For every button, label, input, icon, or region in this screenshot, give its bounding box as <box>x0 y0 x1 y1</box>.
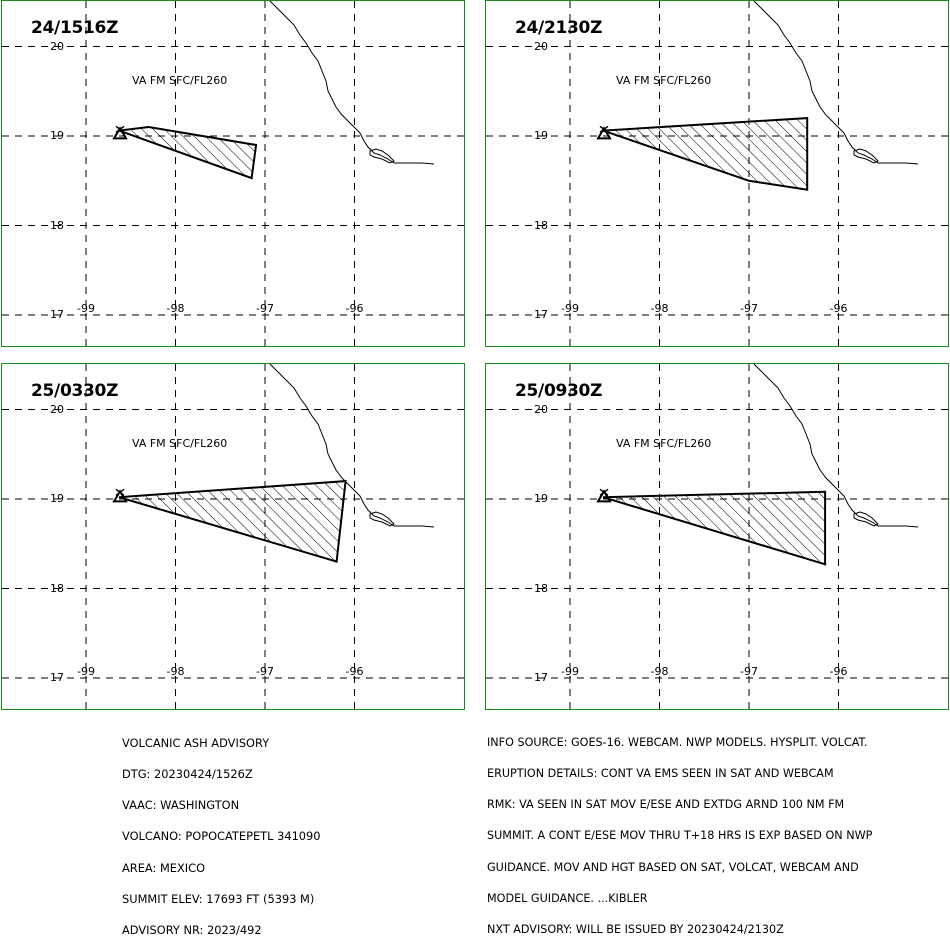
volcano-icon <box>112 125 128 140</box>
ash-layer-label: VA FM SFC/FL260 <box>132 74 228 87</box>
longitude-tick-label: -99 <box>561 302 579 315</box>
coastline <box>269 1 435 165</box>
longitude-tick-label: -98 <box>650 665 669 678</box>
forecast-time-label: 25/0330Z <box>31 381 119 401</box>
advisory-line: SUMMIT ELEV: 17693 FT (5393 M) <box>122 891 315 906</box>
advisory-line: NXT ADVISORY: WILL BE ISSUED BY 20230424… <box>487 923 784 937</box>
coastal-lagoon <box>369 148 395 164</box>
latitude-tick-label: 18 <box>50 581 64 595</box>
latitude-tick-label: 19 <box>50 129 64 142</box>
latitude-tick-label: 19 <box>534 492 548 505</box>
longitude-tick-label: -96 <box>345 302 364 315</box>
advisory-line: VOLCANIC ASH ADVISORY <box>122 735 270 750</box>
latitude-tick-label: 18 <box>534 581 548 595</box>
map-canvas <box>2 364 466 711</box>
advisory-line: ADVISORY NR: 2023/492 <box>122 923 262 938</box>
latitude-tick-label: 19 <box>50 492 64 505</box>
longitude-tick-label: -98 <box>166 302 185 315</box>
forecast-panel-t12: 25/0330Z VA FM SFC/FL260 20 19 18 17 -99 -98 -… <box>1 363 466 711</box>
latitude-tick-label: 19 <box>534 129 548 142</box>
forecast-panel-t0: 24/1516Z VA FM SFC/FL260 20 19 18 17 -99 -98 -… <box>1 0 466 348</box>
advisory-line: DTG: 20230424/1526Z <box>122 767 253 782</box>
forecast-panel-t6: 24/2130Z VA FM SFC/FL260 20 19 18 17 -99 -98 -… <box>485 0 950 348</box>
ash-cloud-polygon <box>602 117 809 191</box>
latitude-tick-label: 18 <box>50 218 64 232</box>
coastal-lagoon <box>853 148 879 164</box>
ash-cloud-polygon <box>118 480 347 563</box>
latitude-tick-label: 17 <box>534 671 548 684</box>
ash-cloud-polygon <box>118 125 258 180</box>
forecast-time-label: 24/1516Z <box>31 18 119 38</box>
advisory-line: SUMMIT. A CONT E/ESE MOV THRU T+18 HRS I… <box>487 829 873 843</box>
advisory-line: MODEL GUIDANCE. ...KIBLER <box>487 891 648 905</box>
coastal-lagoon <box>853 511 879 527</box>
latitude-tick-label: 18 <box>534 218 548 232</box>
map-canvas <box>486 364 950 711</box>
latitude-tick-label: 17 <box>50 308 64 321</box>
advisory-line: ERUPTION DETAILS: CONT VA EMS SEEN IN SA… <box>487 767 834 781</box>
ash-layer-label: VA FM SFC/FL260 <box>616 74 712 87</box>
advisory-line: INFO SOURCE: GOES-16. WEBCAM. NWP MODELS… <box>487 735 868 749</box>
latitude-tick-label: 17 <box>534 308 548 321</box>
longitude-tick-label: -96 <box>829 302 848 315</box>
advisory-line: VOLCANO: POPOCATEPETL 341090 <box>122 829 321 844</box>
map-canvas <box>486 1 950 348</box>
advisory-line: RMK: VA SEEN IN SAT MOV E/ESE AND EXTDG … <box>487 798 845 812</box>
advisory-header-text: VOLCANIC ASH ADVISORY DTG: 20230424/1526… <box>122 717 321 946</box>
forecast-time-label: 25/0930Z <box>515 381 603 401</box>
ash-layer-label: VA FM SFC/FL260 <box>132 437 228 450</box>
longitude-tick-label: -99 <box>561 665 579 678</box>
longitude-tick-label: -99 <box>77 302 95 315</box>
latitude-tick-label: 20 <box>534 39 548 53</box>
longitude-tick-label: -99 <box>77 665 95 678</box>
latitude-tick-label: 20 <box>534 402 548 416</box>
latitude-tick-label: 17 <box>50 671 64 684</box>
coastal-lagoon <box>369 511 395 527</box>
volcano-icon <box>596 125 612 140</box>
map-canvas <box>2 1 466 348</box>
volcano-icon <box>596 488 612 503</box>
latitude-tick-label: 20 <box>50 402 64 416</box>
forecast-panel-t18: 25/0930Z VA FM SFC/FL260 20 19 18 17 -99 -98 -… <box>485 363 950 711</box>
longitude-tick-label: -98 <box>650 302 669 315</box>
longitude-tick-label: -98 <box>166 665 185 678</box>
advisory-remarks-text: INFO SOURCE: GOES-16. WEBCAM. NWP MODELS… <box>487 717 872 946</box>
ash-layer-label: VA FM SFC/FL260 <box>616 437 712 450</box>
volcano-icon <box>112 488 128 503</box>
advisory-line: AREA: MEXICO <box>122 860 206 875</box>
advisory-line: VAAC: WASHINGTON <box>122 798 240 813</box>
longitude-tick-label: -97 <box>256 302 274 315</box>
longitude-tick-label: -96 <box>345 665 364 678</box>
advisory-line: GUIDANCE. MOV AND HGT BASED ON SAT, VOLC… <box>487 860 859 874</box>
longitude-tick-label: -97 <box>256 665 274 678</box>
ash-cloud-polygon <box>602 490 827 566</box>
latitude-tick-label: 20 <box>50 39 64 53</box>
longitude-tick-label: -97 <box>740 302 758 315</box>
longitude-tick-label: -96 <box>829 665 848 678</box>
longitude-tick-label: -97 <box>740 665 758 678</box>
forecast-time-label: 24/2130Z <box>515 18 603 38</box>
